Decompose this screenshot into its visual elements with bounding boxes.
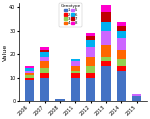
Bar: [102, 45, 111, 57]
Bar: [25, 80, 34, 101]
Bar: [40, 68, 49, 73]
Legend: 1, 2, 3, 4, 5, 6, 7, 8: 1, 2, 3, 4, 5, 6, 7, 8: [59, 3, 82, 27]
Bar: [117, 31, 126, 38]
Bar: [40, 78, 49, 101]
Bar: [102, 22, 111, 31]
Bar: [102, 61, 111, 66]
Bar: [25, 73, 34, 75]
Bar: [86, 47, 95, 57]
Bar: [71, 66, 80, 71]
Bar: [102, 66, 111, 101]
Bar: [40, 52, 49, 57]
Bar: [71, 73, 80, 78]
Bar: [71, 61, 80, 66]
Bar: [132, 94, 141, 96]
Bar: [86, 78, 95, 101]
Bar: [25, 66, 34, 68]
Bar: [40, 61, 49, 68]
Bar: [40, 50, 49, 52]
Bar: [117, 66, 126, 71]
Bar: [71, 59, 80, 61]
Bar: [55, 99, 65, 101]
Y-axis label: Value: Value: [3, 43, 8, 61]
Bar: [25, 75, 34, 78]
Bar: [102, 12, 111, 22]
Bar: [102, 57, 111, 61]
Bar: [25, 68, 34, 71]
Bar: [25, 78, 34, 80]
Bar: [132, 96, 141, 101]
Bar: [86, 73, 95, 78]
Bar: [25, 71, 34, 73]
Bar: [40, 73, 49, 78]
Bar: [86, 36, 95, 40]
Bar: [71, 71, 80, 73]
Bar: [86, 33, 95, 36]
Bar: [40, 47, 49, 50]
Bar: [86, 66, 95, 73]
Bar: [117, 22, 126, 26]
Bar: [102, 5, 111, 12]
Bar: [71, 78, 80, 101]
Bar: [117, 38, 126, 50]
Bar: [86, 40, 95, 47]
Bar: [86, 57, 95, 66]
Bar: [117, 50, 126, 59]
Bar: [40, 57, 49, 61]
Bar: [102, 31, 111, 45]
Bar: [117, 59, 126, 66]
Bar: [117, 26, 126, 31]
Bar: [117, 71, 126, 101]
